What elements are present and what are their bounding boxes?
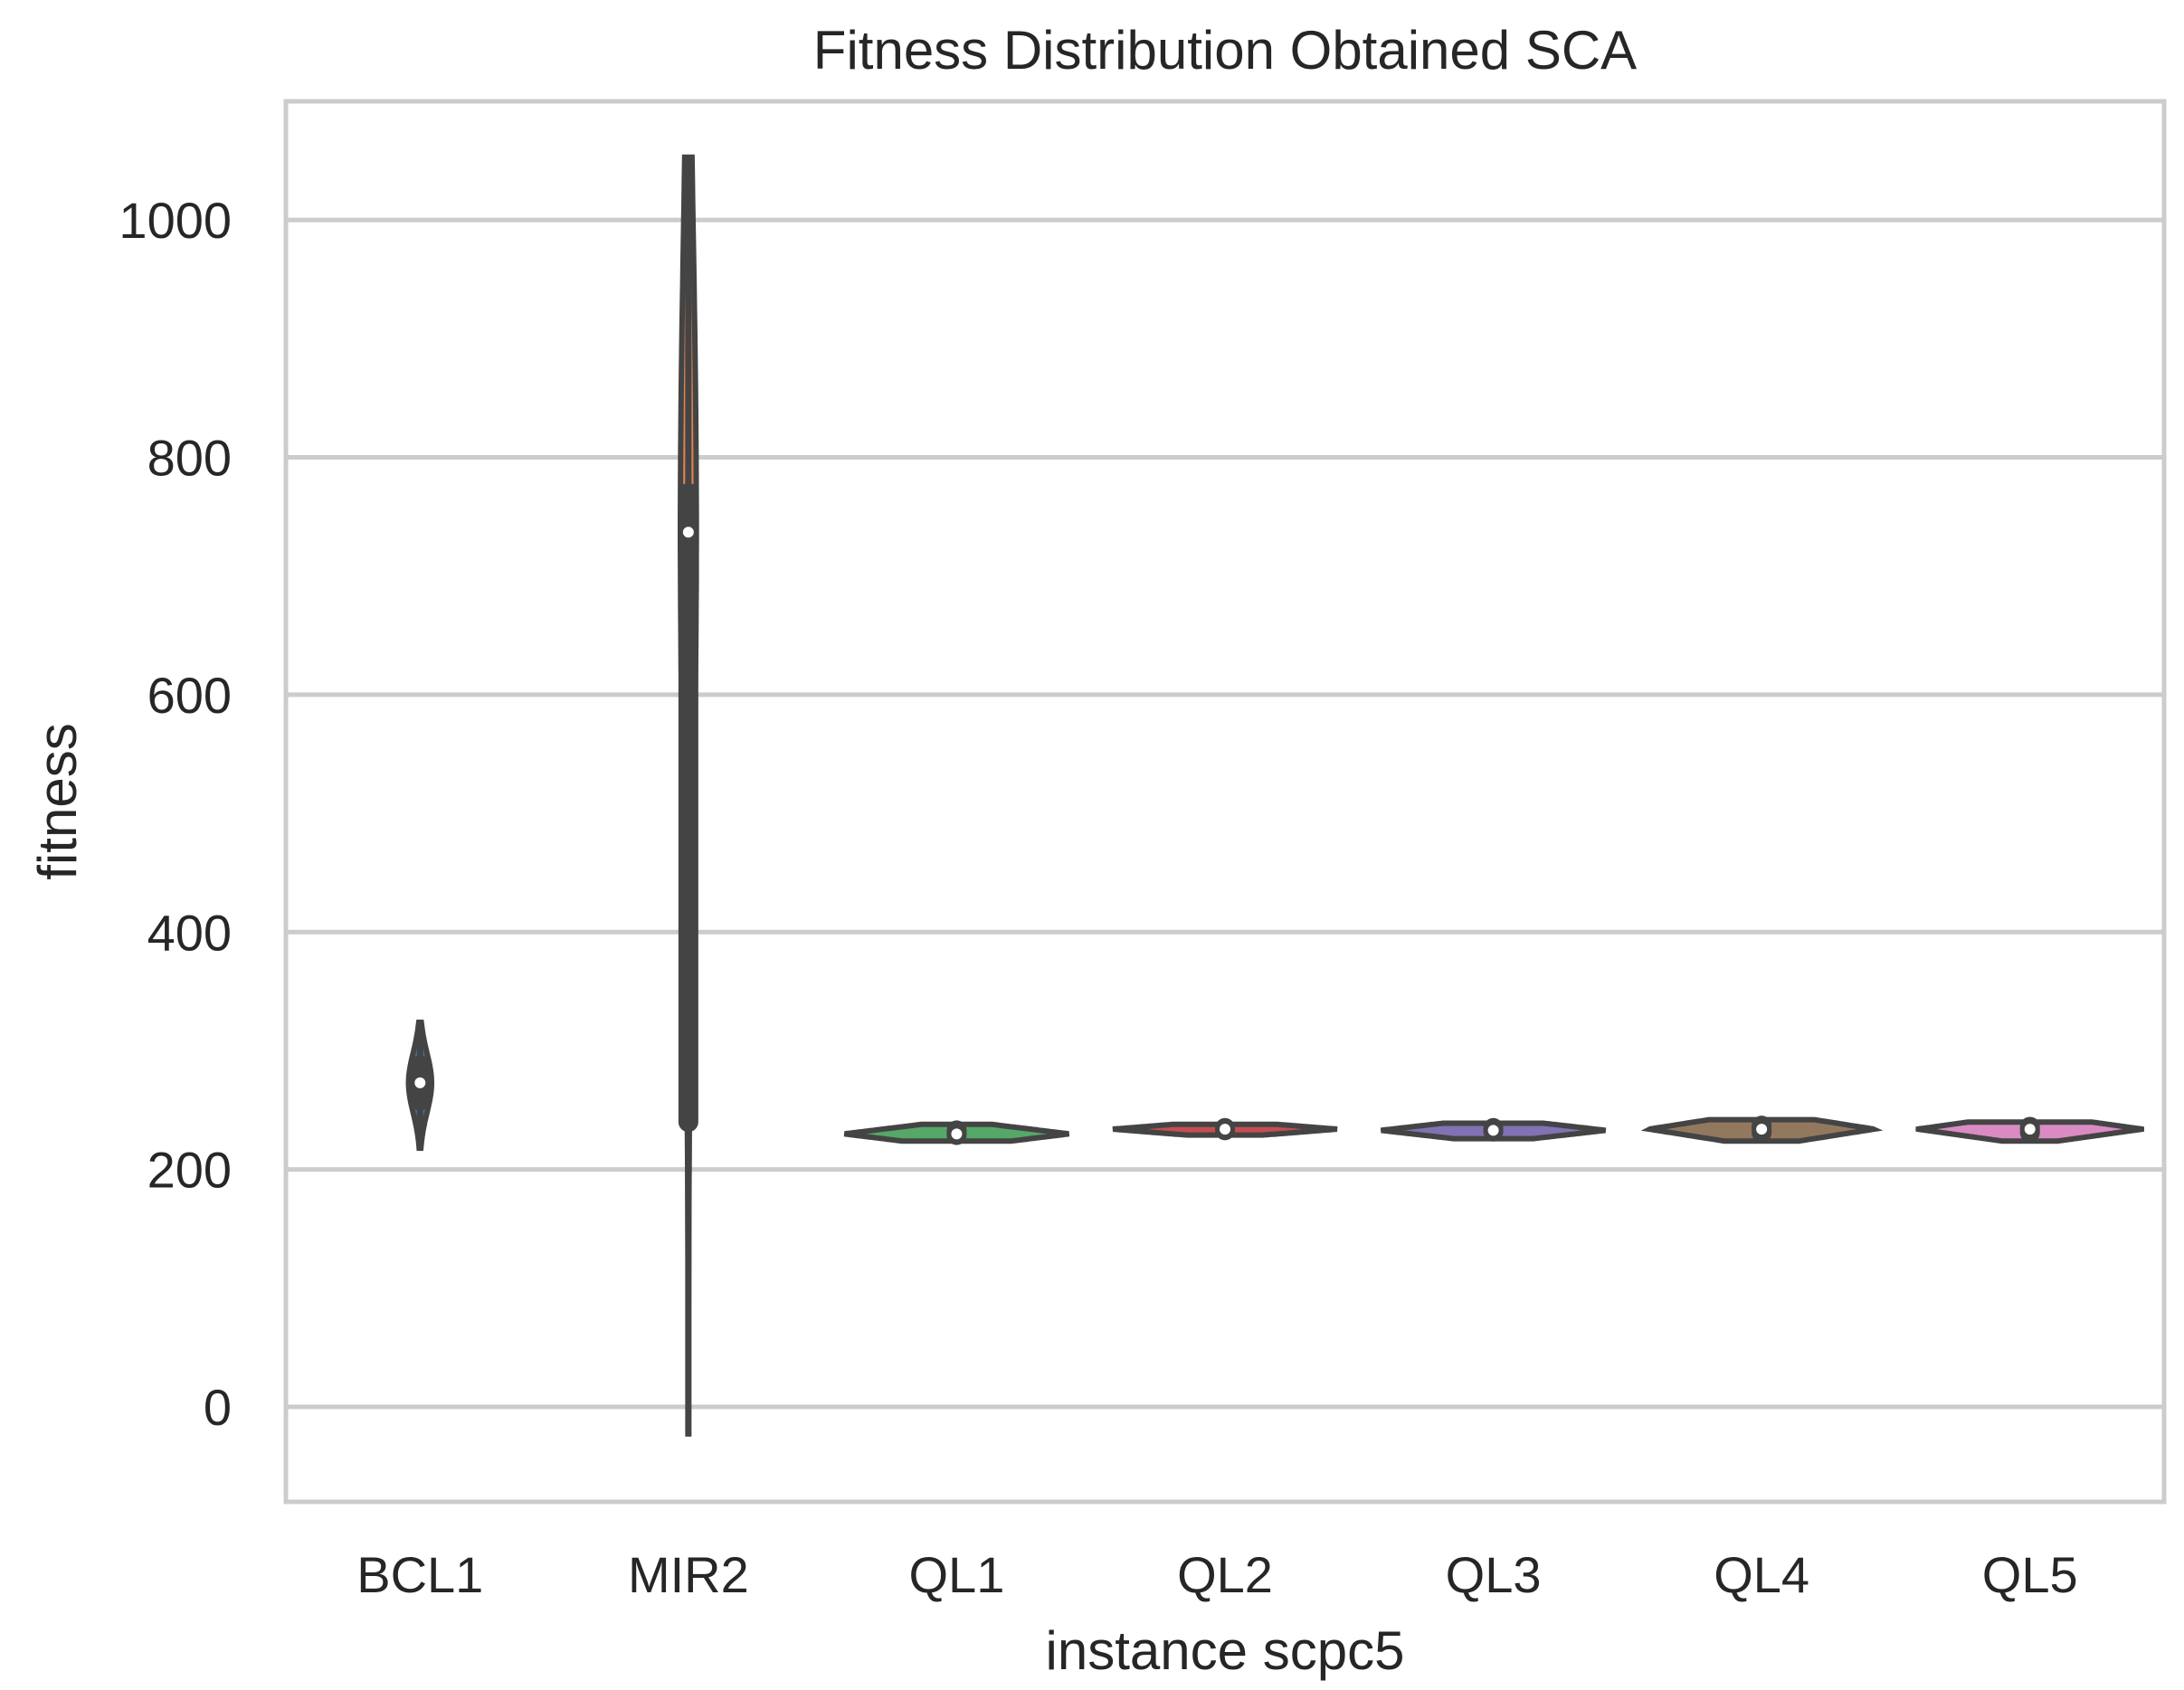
violin-ql3 bbox=[1380, 1117, 1607, 1142]
x-axis-ticks: BCL1 MIR2 QL1 QL2 QL3 QL4 QL5 bbox=[356, 1546, 2077, 1603]
violin-median bbox=[951, 1128, 963, 1140]
y-tick-label: 200 bbox=[147, 1142, 232, 1199]
y-tick-label: 600 bbox=[147, 667, 232, 724]
violin-median bbox=[682, 527, 694, 538]
y-tick-label: 0 bbox=[204, 1379, 232, 1436]
violin-mir2 bbox=[678, 154, 699, 1437]
violin-median bbox=[1756, 1124, 1768, 1135]
x-tick-label: QL4 bbox=[1714, 1546, 1809, 1603]
y-tick-label: 800 bbox=[147, 430, 232, 487]
violin-ql4 bbox=[1640, 1116, 1884, 1144]
violin-ql1 bbox=[843, 1120, 1070, 1145]
violin-bcl1 bbox=[405, 1020, 434, 1152]
violin-median bbox=[1487, 1125, 1499, 1136]
violin-median bbox=[2024, 1124, 2036, 1135]
x-tick-label: QL1 bbox=[908, 1546, 1004, 1603]
y-tick-label: 1000 bbox=[119, 192, 232, 249]
violin-ql5 bbox=[1915, 1116, 2144, 1144]
violin-median bbox=[414, 1077, 426, 1088]
x-tick-label: QL5 bbox=[1982, 1546, 2078, 1603]
x-tick-label: BCL1 bbox=[356, 1546, 483, 1603]
y-axis-label: fitness bbox=[27, 723, 88, 879]
y-tick-label: 400 bbox=[147, 904, 232, 961]
chart-title: Fitness Distribution Obtained SCA bbox=[813, 20, 1637, 81]
plot-frame bbox=[283, 99, 2167, 1505]
gridlines bbox=[286, 217, 2164, 1410]
violin-ql2 bbox=[1112, 1117, 1338, 1141]
x-tick-label: QL2 bbox=[1177, 1546, 1273, 1603]
violin-median bbox=[1220, 1124, 1230, 1135]
x-axis-label: instance scpc5 bbox=[1046, 1620, 1405, 1681]
y-axis-ticks: 0 200 400 600 800 1000 bbox=[119, 192, 232, 1436]
x-tick-label: QL3 bbox=[1446, 1546, 1542, 1603]
violins bbox=[405, 154, 2144, 1437]
x-tick-label: MIR2 bbox=[628, 1546, 749, 1603]
